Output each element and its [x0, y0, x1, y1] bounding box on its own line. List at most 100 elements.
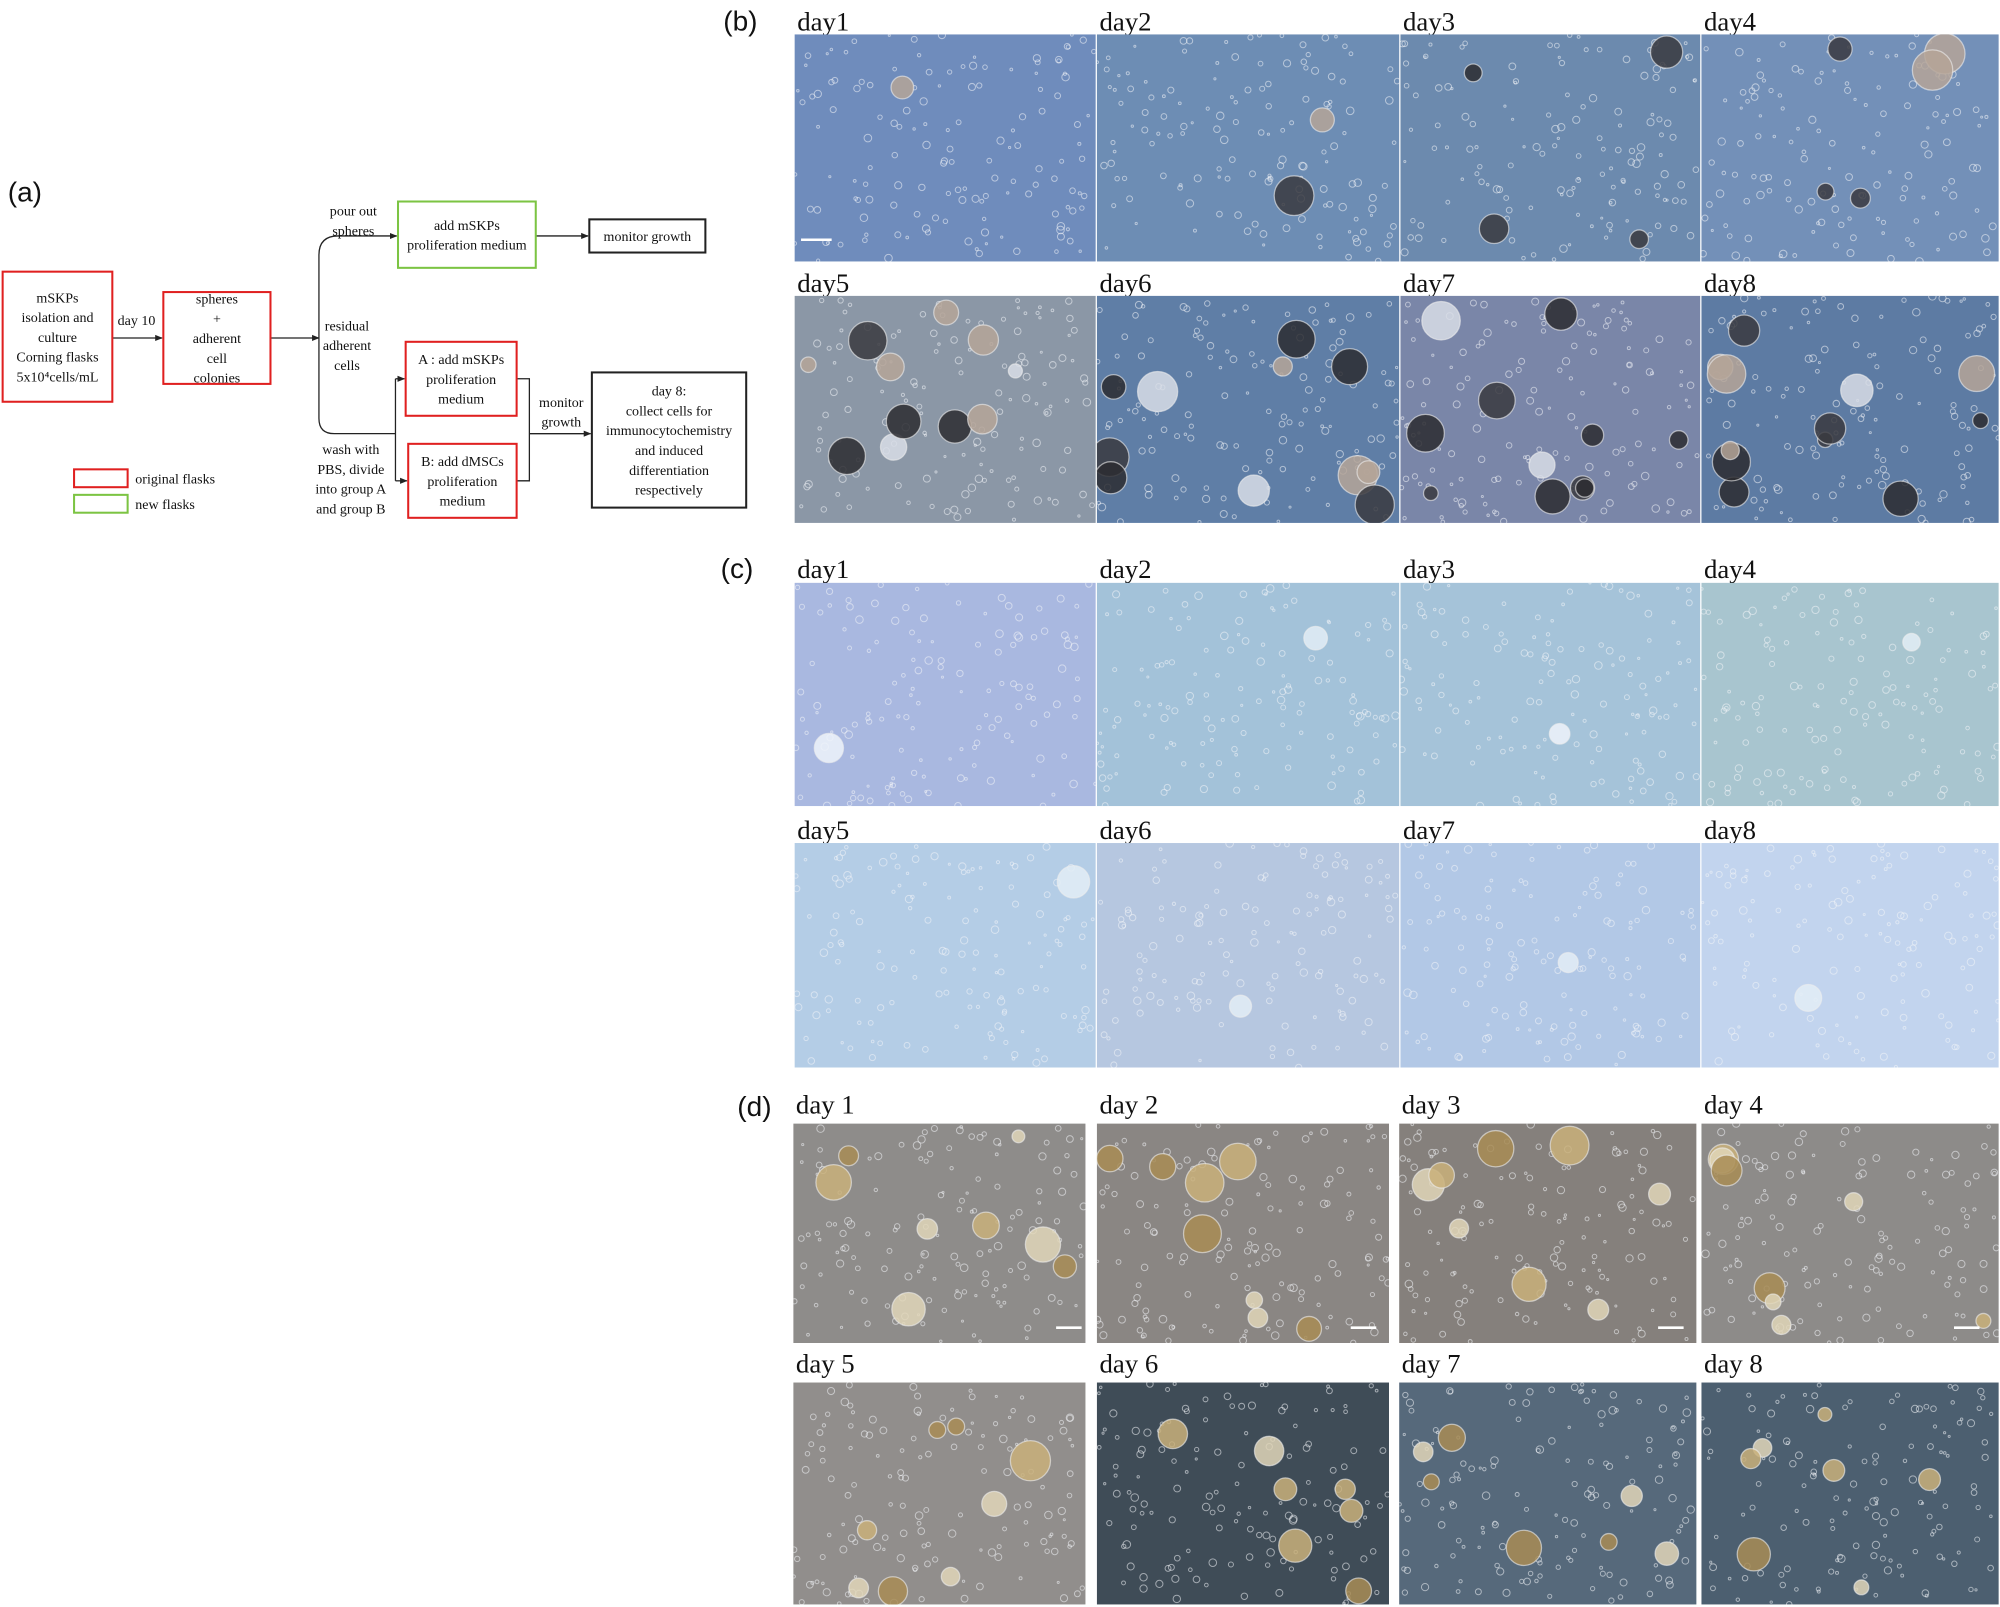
cell	[1618, 872, 1624, 878]
cell	[1469, 1289, 1474, 1294]
cell	[1462, 1284, 1468, 1290]
cell	[1366, 1263, 1370, 1267]
cell	[1180, 761, 1187, 767]
cell	[1799, 611, 1806, 618]
cell	[1742, 610, 1751, 619]
cell	[1269, 1053, 1276, 1060]
cell	[1567, 1280, 1574, 1287]
cell	[1305, 1480, 1311, 1485]
cell	[844, 1491, 852, 1499]
cell	[1025, 190, 1033, 198]
cell	[1789, 326, 1793, 330]
cell	[1849, 677, 1858, 686]
cell	[1687, 912, 1694, 919]
cell	[1701, 214, 1709, 222]
cell	[1849, 1480, 1858, 1488]
cell	[955, 1289, 959, 1293]
cell	[814, 1579, 820, 1585]
cell	[1596, 46, 1603, 53]
cell	[1321, 426, 1330, 435]
cell	[845, 1382, 853, 1389]
cell	[1153, 1203, 1159, 1209]
cell	[1251, 1243, 1260, 1252]
cell	[842, 627, 847, 632]
cell	[1949, 937, 1957, 945]
cell	[955, 119, 962, 126]
cell	[994, 920, 999, 924]
cell	[1393, 398, 1399, 404]
cell	[1588, 582, 1592, 585]
cell	[1312, 319, 1319, 326]
cell	[1964, 1223, 1970, 1229]
cell	[933, 349, 939, 354]
cell	[1658, 153, 1663, 157]
cell	[815, 258, 821, 262]
cell	[1090, 917, 1095, 922]
cell	[1971, 1028, 1976, 1033]
cell	[1530, 252, 1537, 258]
cell	[1493, 644, 1502, 653]
cell	[1149, 140, 1155, 147]
cell	[1486, 947, 1491, 952]
cell	[1748, 1294, 1757, 1303]
cell	[1434, 1563, 1439, 1569]
cell	[1392, 892, 1399, 899]
cell	[905, 871, 910, 876]
cell	[1152, 866, 1158, 872]
cell	[1015, 683, 1023, 692]
cell	[1508, 237, 1516, 244]
cell	[976, 82, 983, 89]
cell	[1552, 143, 1558, 149]
cell	[1401, 623, 1408, 630]
cell	[853, 1575, 858, 1579]
cell	[1435, 862, 1444, 870]
cell	[1226, 1237, 1231, 1242]
cell	[1229, 1403, 1236, 1409]
cell	[1461, 112, 1470, 121]
sphere	[1272, 356, 1293, 377]
cell	[814, 1230, 821, 1236]
cell	[1539, 150, 1546, 157]
cell	[981, 216, 987, 222]
cell	[797, 688, 805, 696]
cell	[1928, 295, 1937, 301]
cell	[1613, 1329, 1620, 1335]
cell	[1296, 1226, 1303, 1234]
cell	[1185, 691, 1195, 701]
cell	[1605, 582, 1614, 591]
cell	[1423, 946, 1429, 952]
cell	[1411, 1309, 1416, 1314]
cell	[1438, 607, 1446, 615]
cell	[1382, 1256, 1389, 1263]
cell	[1954, 882, 1961, 888]
cell	[1756, 58, 1761, 62]
cell	[1709, 388, 1715, 394]
cell	[1577, 177, 1581, 181]
cell	[1534, 1017, 1543, 1025]
cell	[1261, 1253, 1270, 1262]
cell	[1302, 95, 1310, 103]
cell	[1592, 1492, 1600, 1499]
cell	[937, 34, 947, 40]
cell	[1365, 1253, 1373, 1262]
cell	[1705, 609, 1712, 615]
cell	[1200, 971, 1206, 977]
cell	[1079, 1585, 1085, 1591]
cell	[1972, 1172, 1980, 1180]
cell	[1266, 132, 1271, 136]
cell	[1289, 120, 1295, 126]
cell	[1908, 773, 1917, 782]
cell	[1740, 876, 1748, 884]
cell	[1679, 383, 1683, 388]
cell	[1856, 484, 1862, 490]
cell	[1832, 608, 1839, 615]
cell	[1431, 961, 1439, 970]
cell	[1350, 1447, 1358, 1455]
cell	[1981, 1143, 1988, 1150]
cell	[1621, 325, 1628, 332]
cell	[920, 1321, 926, 1327]
cell	[1748, 87, 1756, 95]
cell	[1630, 860, 1637, 867]
cell	[1101, 802, 1109, 807]
cell	[1156, 999, 1164, 1007]
